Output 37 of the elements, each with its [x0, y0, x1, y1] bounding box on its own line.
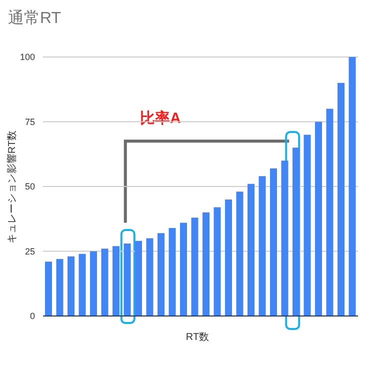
y-axis-title: キュレーション影響RT数 — [6, 130, 19, 244]
bar — [158, 233, 164, 316]
bar — [202, 212, 210, 316]
bar — [78, 254, 86, 316]
bar — [101, 248, 108, 316]
bar — [135, 240, 142, 316]
x-axis-title: RT数 — [184, 331, 210, 344]
bar — [248, 184, 254, 316]
bar — [258, 176, 266, 316]
annotation: 比率A — [140, 109, 181, 127]
bar — [304, 134, 311, 316]
chart-title: 通常RT — [8, 8, 62, 29]
bar — [45, 262, 52, 316]
bar — [112, 246, 120, 316]
bar — [68, 256, 74, 316]
bar — [90, 251, 97, 316]
y-tick-label: 25 — [24, 246, 35, 256]
bar — [225, 199, 232, 316]
bar — [180, 222, 187, 316]
bar — [338, 82, 344, 316]
y-tick-label: 75 — [24, 116, 35, 127]
bar — [124, 243, 131, 316]
bar — [292, 148, 300, 316]
bar — [281, 160, 288, 316]
bar — [56, 259, 64, 316]
y-tick-label: 100 — [20, 52, 35, 62]
bar — [191, 218, 198, 316]
bar — [146, 238, 154, 316]
bar — [348, 57, 356, 316]
bar — [315, 122, 322, 316]
bar — [236, 192, 244, 316]
bar — [326, 108, 334, 316]
y-tick-label: 50 — [24, 182, 35, 192]
bar — [214, 207, 221, 316]
bar — [168, 228, 176, 316]
bar — [270, 168, 277, 316]
y-tick-label: 0 — [30, 311, 35, 322]
